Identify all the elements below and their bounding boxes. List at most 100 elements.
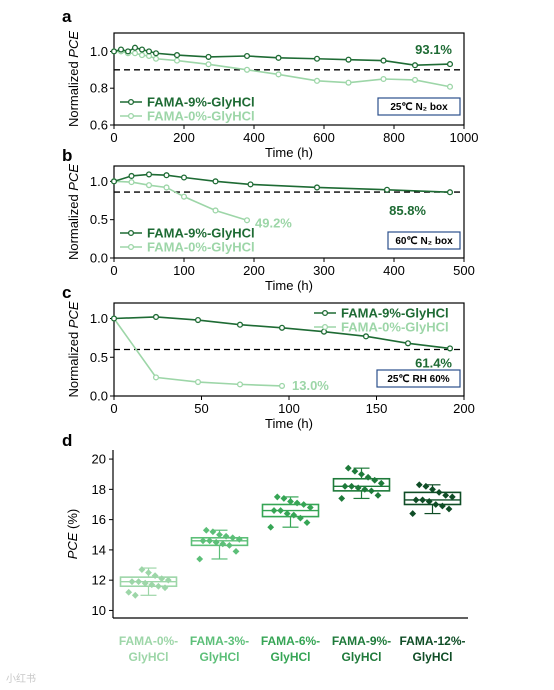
data-point [303,519,311,527]
data-point [128,172,135,180]
y-tick-label: 0.6 [90,118,108,133]
category-label: FAMA-12%- [399,634,465,648]
data-point [442,492,450,499]
data-point [152,50,160,57]
data-point [313,55,321,62]
data-point [124,48,132,55]
y-axis-title-italic: PCE [66,301,81,328]
x-tick-label: 200 [243,263,265,278]
data-point [216,531,223,539]
data-point [236,381,244,388]
y-tick-label: 1.0 [90,44,108,59]
y-tick-label: 16 [92,512,106,527]
legend-marker [127,98,135,106]
condition-box [387,231,461,250]
category-label: FAMA-6%- [261,634,320,648]
data-point [412,496,420,504]
end-value-label: 13.0% [292,378,329,393]
y-axis-title: Normalized PCE [66,31,81,127]
data-point [267,523,275,531]
data-point [152,313,160,321]
data-point [374,492,382,499]
data-point [161,584,169,592]
end-value-label: 93.1% [415,42,452,57]
series-line [114,50,451,88]
data-point [180,193,188,200]
category-label: FAMA-9%- [332,634,391,648]
data-point [110,48,118,55]
data-point [219,540,227,548]
box [332,477,391,492]
data-point [429,485,436,493]
x-axis-title: Time (h) [265,416,313,431]
data-point [212,207,219,214]
y-tick-label: 20 [92,452,106,467]
end-value-label: 61.4% [415,355,452,370]
data-point [135,578,142,586]
data-point [358,470,365,478]
data-point [199,537,207,545]
data-point [229,534,237,542]
y-axis-title-italic: PCE [66,164,81,191]
data-point [439,502,446,510]
data-point [435,488,443,496]
condition-label: 25℃ RH 60% [387,374,449,385]
data-point [411,76,419,83]
data-point [432,501,440,508]
data-point [243,52,251,60]
panel-c: c 0 50 100 150 200 0.0 0.5 1.0 Time (h) Normalized… [62,283,475,431]
category-label: GlyHCl [270,650,310,664]
data-point [362,333,370,340]
y-axis-title-text: Normalized [66,328,81,397]
y-axis-title-text: Normalized [66,58,81,127]
x-axis-title: Time (h) [265,145,313,160]
legend-label: FAMA-0%-GlyHCl [147,109,255,124]
panel-b: b 0 100 200 300 400 500 0.0 0.5 1.0 Time (h) Normal… [62,146,475,293]
data-point [202,526,210,534]
data-point [206,537,213,545]
y-axis-title: Normalized PCE [66,164,81,260]
data-point [300,501,308,508]
data-point [131,591,139,599]
category-label: FAMA-3%- [190,634,249,648]
y-axis-title-text: (%) [65,509,80,533]
data-point [194,316,202,324]
data-point [205,61,212,68]
data-point [247,181,254,188]
x-tick-label: 0 [110,130,117,145]
series-line [113,173,451,194]
data-point [243,66,251,73]
data-point [446,83,454,90]
data-point [306,504,314,511]
category-label: FAMA-0%- [119,634,178,648]
data-point [152,374,160,381]
panel-a: a 0 200 400 600 800 1000 0.6 0.8 1.0 Time (h) Norma… [62,7,478,160]
y-axis-title-italic: PCE [66,31,81,58]
y-axis-title: PCE (%) [65,509,80,560]
y-tick-label: 0.5 [90,212,108,227]
data-point [344,464,352,472]
legend-marker [127,229,135,237]
x-axis-title: Time (h) [265,278,313,293]
data-point [368,487,375,495]
data-point [313,77,321,84]
legend-marker [321,323,329,331]
category-label: GlyHCl [412,650,452,664]
data-point [345,56,352,63]
y-axis-title-italic: PCE [65,532,80,559]
legend-marker [127,243,135,251]
y-axis-title: Normalized PCE [66,301,81,397]
data-point [131,50,139,57]
watermark-text: 小红书 [6,674,36,685]
data-point [409,510,417,517]
y-tick-label: 12 [92,573,106,588]
data-point [163,184,170,191]
data-point [280,495,288,502]
legend-label: FAMA-0%-GlyHCl [341,320,449,335]
legend-label: FAMA-9%-GlyHCl [341,306,449,321]
data-point [446,61,454,68]
data-point [163,172,170,179]
data-point [196,555,204,563]
data-point [232,548,240,555]
data-point [212,538,220,546]
